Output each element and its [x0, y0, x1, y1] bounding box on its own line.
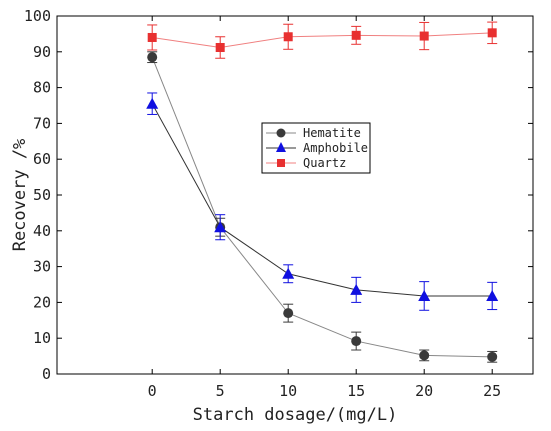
data-point-hematite [147, 52, 158, 63]
x-tick-label: 20 [415, 382, 433, 400]
legend-item-amphobile: Amphobile [266, 141, 368, 155]
data-point-hematite [283, 308, 294, 319]
x-tick-label: 10 [279, 382, 297, 400]
data-point-quartz [147, 32, 157, 42]
data-point-hematite [419, 350, 430, 361]
series-line-quartz [152, 32, 493, 49]
x-tick-label: 25 [483, 382, 501, 400]
axes-layer: 0 5 10 15 20 25 0 10 20 30 40 50 60 70 80 90 100 [24, 7, 533, 400]
y-tick-label: 50 [33, 186, 51, 204]
series-line-hematite [151, 56, 493, 358]
legend-item-quartz: Quartz [266, 156, 346, 170]
legend-label-hematite: Hematite [303, 126, 361, 140]
data-point-quartz [351, 30, 361, 40]
series-line-amphobile [151, 103, 493, 297]
y-tick-label: 10 [33, 329, 51, 347]
data-point-quartz [487, 28, 497, 38]
y-tick-label: 30 [33, 258, 51, 276]
data-point-amphobile [282, 267, 295, 279]
data-point-amphobile [350, 283, 363, 295]
data-point-amphobile [214, 221, 227, 233]
legend-label-amphobile: Amphobile [303, 141, 368, 155]
data-point-amphobile [486, 289, 499, 301]
data-point-hematite [487, 351, 498, 362]
y-tick-label: 70 [33, 114, 51, 132]
y-tick-label: 100 [24, 7, 51, 25]
legend-label-quartz: Quartz [303, 156, 346, 170]
series-layer [146, 21, 499, 363]
series-quartz [147, 21, 498, 59]
data-point-amphobile [146, 97, 159, 109]
x-tick-label: 5 [216, 382, 225, 400]
data-point-amphobile [418, 289, 431, 301]
y-tick-label: 0 [42, 365, 51, 383]
legend: Hematite Amphobile Quartz [261, 122, 371, 174]
data-point-quartz [419, 31, 429, 41]
legend-marker-quartz [277, 159, 285, 167]
y-tick-label: 90 [33, 43, 51, 61]
y-tick-label: 80 [33, 79, 51, 97]
y-tick-label: 40 [33, 222, 51, 240]
data-point-quartz [283, 32, 293, 42]
data-point-hematite [351, 336, 362, 347]
y-tick-label: 60 [33, 150, 51, 168]
x-tick-label: 15 [347, 382, 365, 400]
plot-frame [56, 15, 534, 375]
series-hematite [147, 51, 498, 363]
legend-marker-amphobile [276, 142, 286, 152]
y-axis-label: Recovery /% [10, 139, 30, 252]
legend-item-hematite: Hematite [266, 126, 361, 140]
data-point-quartz [215, 43, 225, 53]
series-amphobile [146, 92, 499, 311]
x-tick-label: 0 [148, 382, 157, 400]
legend-marker-hematite [276, 128, 286, 138]
x-axis-label: Starch dosage/(mg/L) [193, 405, 398, 425]
y-tick-label: 20 [33, 293, 51, 311]
